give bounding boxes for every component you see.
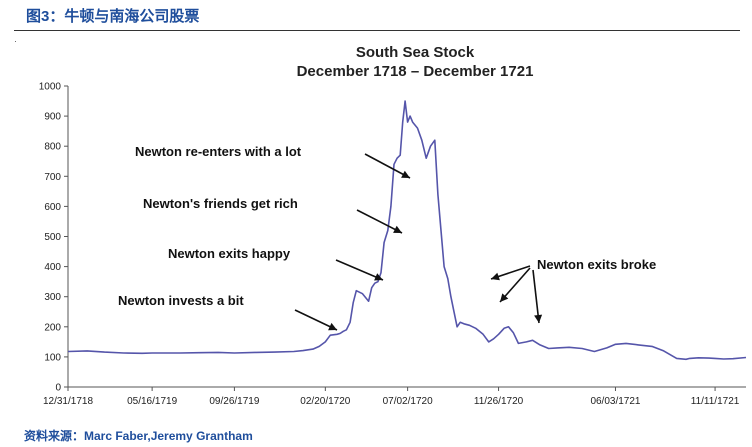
y-tick-label: 400 <box>44 262 61 273</box>
newton-invests-label: Newton invests a bit <box>118 293 244 308</box>
x-tick-label: 02/20/1720 <box>300 396 350 407</box>
arrowhead <box>500 293 509 302</box>
y-tick-label: 200 <box>44 322 61 333</box>
x-tick-label: 05/16/1719 <box>127 396 177 407</box>
chart-title: South Sea Stock <box>356 44 475 61</box>
annotation-arrows <box>294 153 543 331</box>
arrowhead <box>328 322 337 331</box>
arrowhead <box>491 272 500 281</box>
x-tick-label: 06/03/1721 <box>590 396 640 407</box>
stray-mark: · <box>14 36 17 46</box>
chart-axes <box>64 85 746 391</box>
figure-source: 资料来源：Marc Faber,Jeremy Grantham <box>24 429 253 443</box>
y-tick-label: 500 <box>44 232 61 243</box>
annotations: Newton invests a bit Newton exits happy Ne… <box>118 144 656 308</box>
annotation-arrow <box>364 153 411 179</box>
annotation-arrow <box>356 209 403 234</box>
y-tick-label: 300 <box>44 292 61 303</box>
figure-header: 图3：牛顿与南海公司股票 <box>0 0 752 32</box>
newton-friends-rich-label: Newton's friends get rich <box>143 196 298 211</box>
newton-exits-broke-label: Newton exits broke <box>537 257 656 272</box>
newton-exits-happy-label: Newton exits happy <box>168 246 291 261</box>
annotation-arrow <box>335 259 384 281</box>
y-tick-label: 1000 <box>39 82 62 93</box>
x-tick-label: 11/11/1721 <box>691 396 740 407</box>
y-tick-label: 900 <box>44 112 61 123</box>
x-tick-label: 07/02/1720 <box>383 396 433 407</box>
x-tick-label: 12/31/1718 <box>43 396 93 407</box>
y-tick-label: 600 <box>44 202 61 213</box>
price-line <box>67 100 747 361</box>
x-tick-label: 11/26/1720 <box>474 396 524 407</box>
south-sea-stock-chart: South Sea Stock December 1718 – December… <box>39 44 747 408</box>
annotation-arrow <box>532 269 540 324</box>
chart-subtitle: December 1718 – December 1721 <box>297 63 534 80</box>
y-tick-label: 800 <box>44 142 61 153</box>
y-tick-label: 700 <box>44 172 61 183</box>
arrowhead <box>534 314 543 323</box>
y-tick-label: 100 <box>44 352 61 363</box>
x-tick-label: 09/26/1719 <box>209 396 259 407</box>
y-tick-label: 0 <box>55 383 61 394</box>
newton-reenters-label: Newton re-enters with a lot <box>135 144 302 159</box>
arrowhead <box>401 170 410 178</box>
header-divider <box>14 30 740 31</box>
arrowhead <box>374 273 383 281</box>
tick-labels: 0 100 200 300 400 500 600 700 800 900 1000 12/31/17… <box>39 82 740 408</box>
figure-title: 图3：牛顿与南海公司股票 <box>26 8 200 25</box>
arrowhead <box>393 225 402 233</box>
